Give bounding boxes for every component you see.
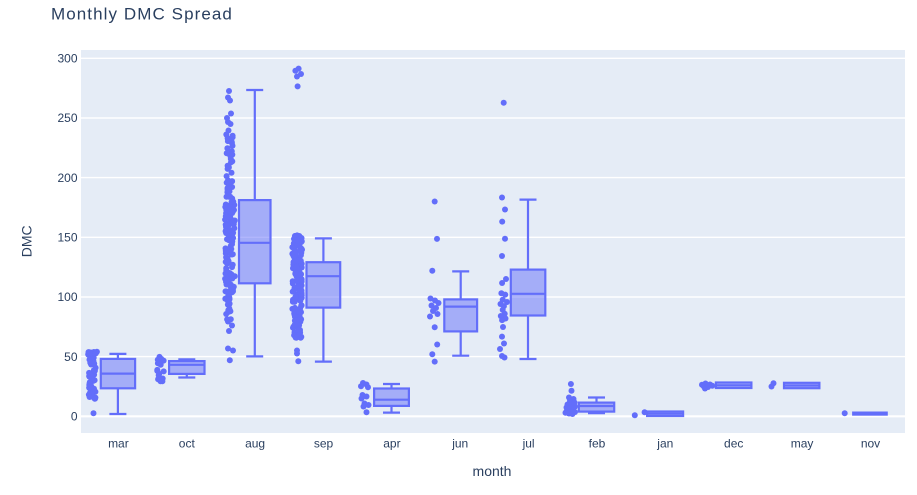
svg-text:DMC: DMC	[19, 225, 35, 257]
svg-text:jan: jan	[656, 436, 673, 450]
svg-text:250: 250	[57, 111, 77, 125]
svg-text:jul: jul	[522, 436, 535, 450]
svg-text:month: month	[473, 463, 512, 479]
svg-text:0: 0	[71, 410, 78, 424]
svg-text:mar: mar	[108, 436, 129, 450]
svg-text:oct: oct	[179, 436, 196, 450]
svg-text:aug: aug	[245, 436, 265, 450]
svg-text:may: may	[791, 436, 814, 450]
svg-text:jun: jun	[451, 436, 468, 450]
svg-text:Monthly DMC Spread: Monthly DMC Spread	[51, 5, 233, 24]
svg-text:100: 100	[57, 290, 77, 304]
svg-text:sep: sep	[314, 436, 334, 450]
svg-text:feb: feb	[589, 436, 606, 450]
svg-text:dec: dec	[724, 436, 743, 450]
svg-text:50: 50	[64, 350, 78, 364]
svg-text:300: 300	[57, 52, 77, 66]
svg-text:150: 150	[57, 231, 77, 245]
svg-text:apr: apr	[383, 436, 400, 450]
svg-text:nov: nov	[861, 436, 880, 450]
svg-text:200: 200	[57, 171, 77, 185]
